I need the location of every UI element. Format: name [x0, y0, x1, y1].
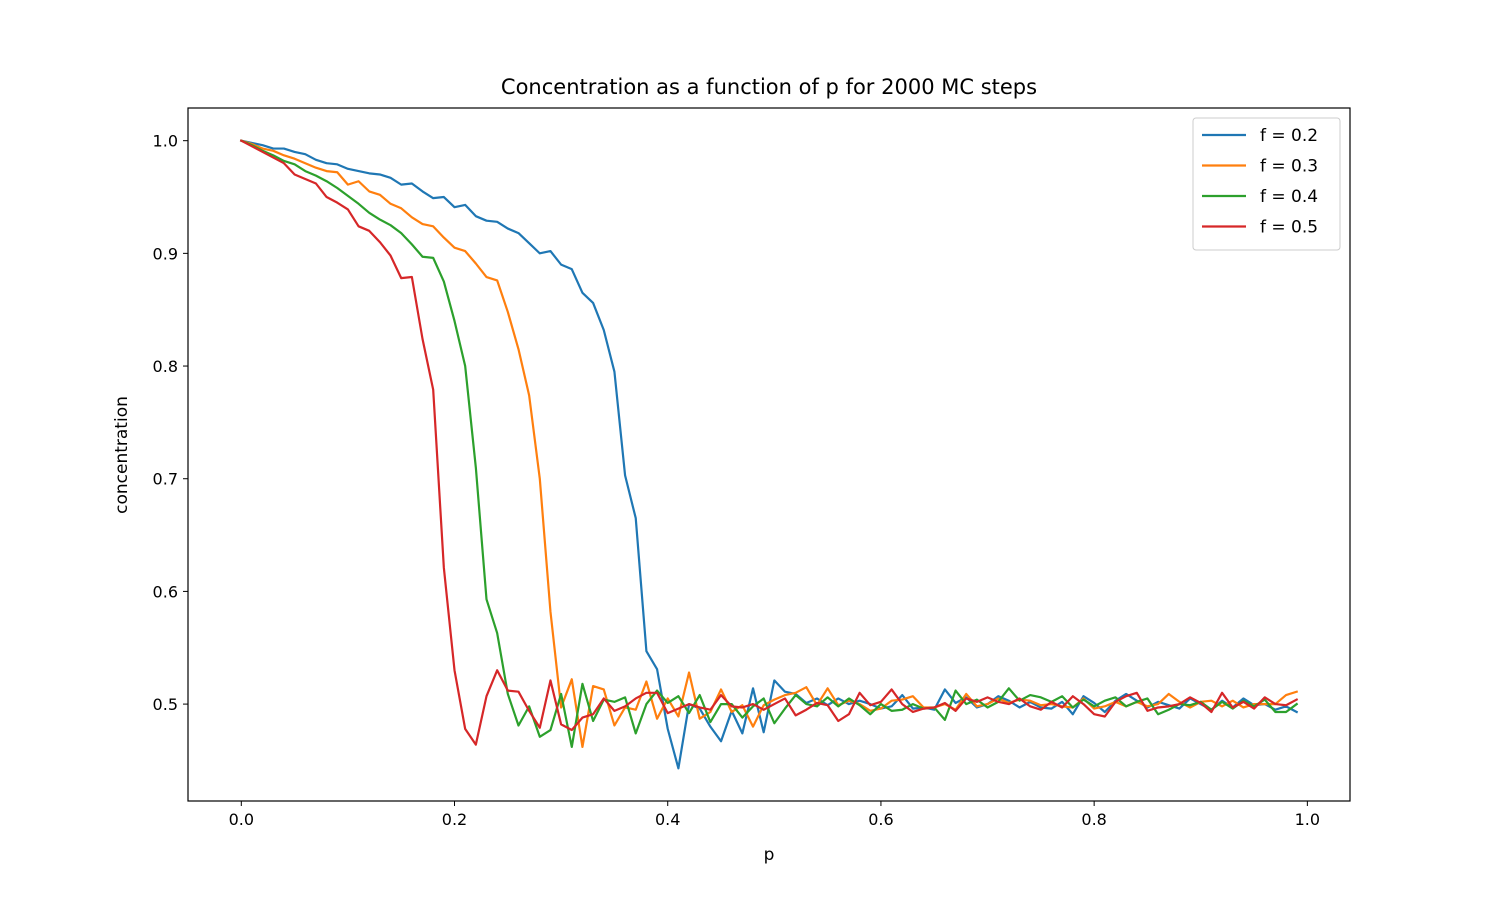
plot-frame — [187, 107, 1351, 802]
x-tick-label: 1.0 — [1295, 810, 1320, 829]
legend-label-1: f = 0.3 — [1260, 157, 1318, 177]
x-tick-label: 0.4 — [655, 810, 680, 829]
x-axis: 0.0 0.2 0.4 0.6 0.8 1.0 — [229, 801, 1320, 829]
legend: f = 0.2 f = 0.3 f = 0.4 f = 0.5 — [1192, 117, 1341, 251]
y-axis: 0.5 0.6 0.7 0.8 0.9 1.0 — [153, 132, 188, 714]
series-line-1 — [239, 139, 1299, 749]
y-tick-label: 0.9 — [153, 244, 178, 263]
y-tick-label: 0.8 — [153, 357, 178, 376]
y-tick-label: 0.7 — [153, 470, 178, 489]
x-tick-label: 0.0 — [229, 810, 254, 829]
legend-label-0: f = 0.2 — [1260, 126, 1318, 146]
chart-title: Concentration as a function of p for 200… — [501, 75, 1037, 99]
series-line-2 — [239, 139, 1299, 749]
series-line-3 — [239, 139, 1299, 746]
x-tick-label: 0.6 — [868, 810, 893, 829]
y-axis-label: concentration — [112, 396, 132, 514]
y-tick-label: 1.0 — [153, 132, 178, 151]
series-layer — [239, 139, 1299, 770]
x-axis-label: p — [764, 845, 775, 865]
y-tick-label: 0.6 — [153, 582, 178, 601]
legend-label-3: f = 0.5 — [1260, 218, 1318, 238]
x-tick-label: 0.2 — [442, 810, 467, 829]
x-tick-label: 0.8 — [1081, 810, 1106, 829]
y-tick-label: 0.5 — [153, 695, 178, 714]
legend-label-2: f = 0.4 — [1260, 187, 1318, 207]
legend-box — [1192, 117, 1341, 251]
